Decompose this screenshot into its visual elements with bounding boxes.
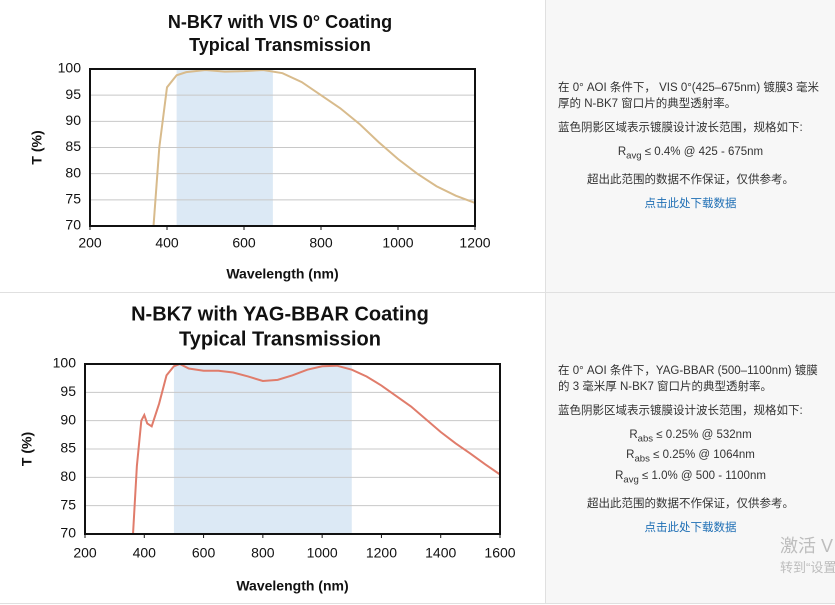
x-tick-label: 600 — [232, 235, 256, 251]
x-tick-label: 200 — [73, 545, 97, 561]
download-link[interactable]: 点击此处下载数据 — [644, 198, 737, 211]
spec-text: ≤ 0.25% @ 532nm — [653, 429, 752, 441]
plot-frame — [84, 363, 501, 535]
x-tick-label: 400 — [155, 235, 179, 251]
spec-subscript: avg — [626, 150, 642, 162]
y-tick-label: 80 — [65, 164, 81, 180]
y-tick-label: 100 — [53, 355, 77, 371]
y-tick-label: 95 — [65, 86, 81, 102]
spec: Ravg ≤ 0.4% @ 425 - 675nm — [558, 144, 823, 164]
spec-symbol: R — [626, 449, 635, 462]
chart-title: N-BK7 with YAG-BBAR Coating — [131, 303, 429, 325]
x-tick-label: 1000 — [382, 235, 413, 251]
y-axis-label: T (%) — [19, 432, 35, 466]
plot-frame — [89, 68, 476, 227]
spec-text: ≤ 0.4% @ 425 - 675nm — [641, 146, 764, 158]
y-tick-label: 95 — [60, 383, 76, 399]
description-panel: 在 0° AOI 条件下， VIS 0°(425–675nm) 镀膜3 毫米厚的… — [545, 0, 835, 292]
spec-intro: 蓝色阴影区域表示镀膜设计波长范围，规格如下: — [558, 122, 803, 134]
x-tick-label: 800 — [251, 545, 275, 561]
chart-title: N-BK7 with VIS 0° Coating — [168, 12, 392, 32]
spec-subscript: abs — [634, 453, 650, 465]
x-tick-label: 600 — [192, 545, 216, 561]
spec-symbol: R — [615, 469, 624, 482]
watermark: 激活 V — [780, 536, 834, 556]
x-tick-label: 200 — [78, 235, 102, 251]
spec-list: Ravg ≤ 0.4% @ 425 - 675nm — [558, 144, 823, 164]
x-axis-label: Wavelength (nm) — [226, 266, 338, 282]
download-link[interactable]: 点击此处下载数据 — [644, 521, 737, 534]
spec-subscript: avg — [623, 473, 639, 485]
x-tick-label: 1400 — [425, 545, 456, 561]
series-line — [132, 362, 501, 535]
y-tick-label: 90 — [65, 112, 81, 128]
description: 在 0° AOI 条件下， VIS 0°(425–675nm) 镀膜3 毫米厚的… — [558, 82, 820, 110]
y-tick-label: 100 — [58, 60, 82, 76]
chart-subtitle: Typical Transmission — [179, 328, 381, 350]
series-line — [152, 69, 476, 227]
spec-symbol: R — [617, 146, 627, 158]
spec: Rabs ≤ 0.25% @ 532nm — [558, 427, 823, 447]
description-panel: 在 0° AOI 条件下，YAG-BBAR (500–1100nm) 镀膜的 3… — [545, 293, 835, 603]
description: 在 0° AOI 条件下，YAG-BBAR (500–1100nm) 镀膜的 3… — [558, 365, 818, 393]
spec-text: ≤ 1.0% @ 500 - 1100nm — [638, 469, 766, 482]
x-tick-label: 1600 — [484, 545, 515, 561]
divider — [0, 292, 835, 293]
chart: N-BK7 with YAG-BBAR Coating Typical Trans… — [19, 303, 516, 594]
disclaimer: 超出此范围的数据不作保证，仅供参考。 — [587, 497, 794, 510]
chart: N-BK7 with VIS 0° Coating Typical Transmi… — [29, 12, 491, 282]
y-tick-label: 85 — [60, 440, 76, 456]
y-tick-label: 75 — [60, 496, 76, 512]
x-tick-label: 1200 — [366, 545, 397, 561]
spec-symbol: R — [629, 429, 638, 441]
y-tick-label: 75 — [65, 191, 81, 207]
y-tick-label: 70 — [65, 217, 81, 233]
spec-subscript: abs — [637, 433, 654, 445]
x-tick-label: 800 — [309, 235, 333, 251]
y-tick-label: 80 — [60, 468, 76, 484]
spec-list: Rabs ≤ 0.25% @ 532nm Rabs ≤ 0.25% @ 1064n… — [558, 427, 823, 488]
spec-intro: 蓝色阴影区域表示镀膜设计波长范围，规格如下: — [558, 405, 803, 417]
x-tick-label: 1000 — [307, 545, 338, 561]
y-tick-label: 85 — [65, 138, 81, 154]
divider — [0, 603, 835, 604]
watermark: 转到“设置” — [780, 560, 835, 575]
x-tick-label: 400 — [133, 545, 157, 561]
spec: Ravg ≤ 1.0% @ 500 - 1100nm — [558, 468, 823, 488]
spec: Rabs ≤ 0.25% @ 1064nm — [558, 447, 823, 467]
y-axis-label: T (%) — [29, 130, 45, 164]
chart-subtitle: Typical Transmission — [189, 35, 371, 55]
x-axis-label: Wavelength (nm) — [236, 578, 348, 594]
disclaimer: 超出此范围的数据不作保证，仅供参考。 — [587, 174, 794, 187]
spec-text: ≤ 0.25% @ 1064nm — [649, 449, 755, 462]
y-tick-label: 90 — [60, 411, 76, 427]
x-tick-label: 1200 — [459, 235, 490, 251]
y-tick-label: 70 — [60, 525, 76, 541]
